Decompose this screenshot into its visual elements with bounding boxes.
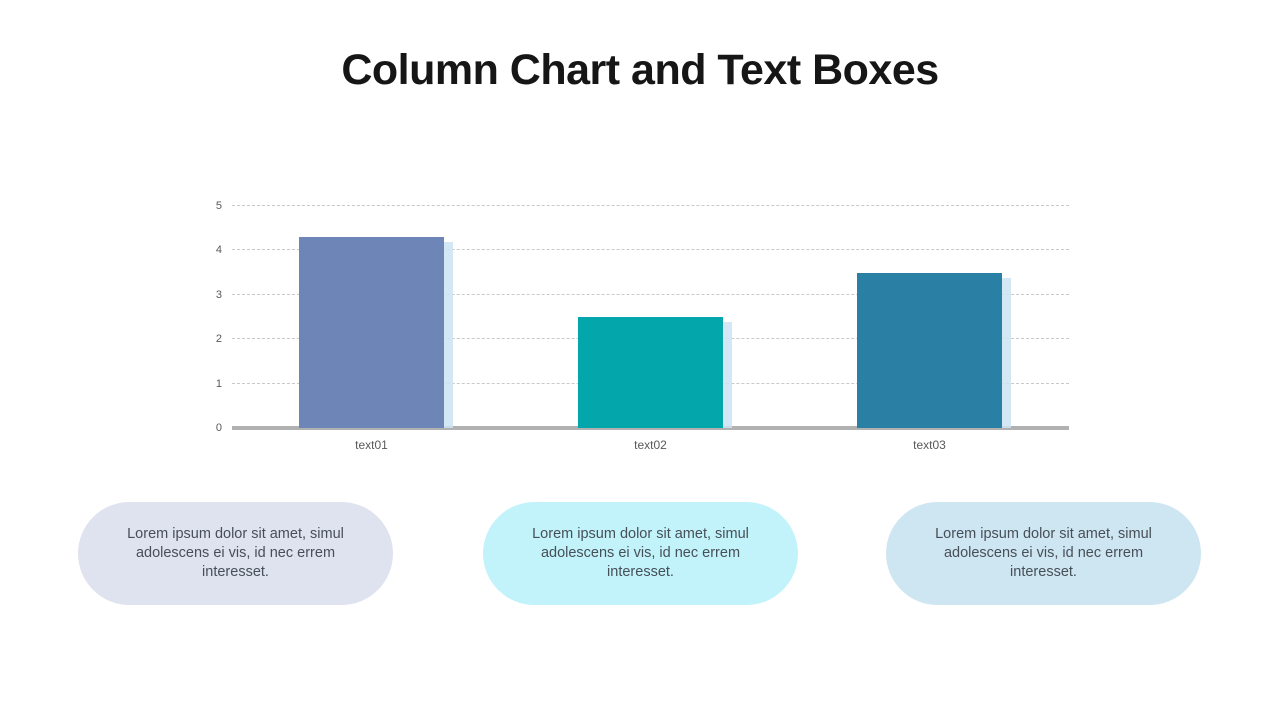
text-box-3-text: Lorem ipsum dolor sit amet, simul adoles… <box>935 526 1152 580</box>
x-axis-label-text01: text01 <box>355 438 388 452</box>
x-axis-line <box>232 426 1069 430</box>
text-box-1-text: Lorem ipsum dolor sit amet, simul adoles… <box>127 526 344 580</box>
x-axis-label-text02: text02 <box>634 438 667 452</box>
bar-text03 <box>857 272 1011 428</box>
y-axis-label-2: 2 <box>215 333 222 346</box>
bar-side-shadow <box>444 242 453 428</box>
column-chart: 0 1 2 3 4 5 text01 text02 text03 <box>216 200 1069 452</box>
y-axis-label-3: 3 <box>215 288 222 301</box>
text-box-2: Lorem ipsum dolor sit amet, simul adoles… <box>483 502 798 605</box>
bar-side-shadow <box>1002 277 1011 428</box>
x-axis-label-text03: text03 <box>913 438 946 452</box>
bar-side-shadow <box>723 322 732 428</box>
text-box-2-text: Lorem ipsum dolor sit amet, simul adoles… <box>532 526 749 580</box>
y-axis-label-5: 5 <box>215 200 222 212</box>
text-box-3: Lorem ipsum dolor sit amet, simul adoles… <box>886 502 1201 605</box>
bar-text02 <box>578 317 732 428</box>
y-axis-label-1: 1 <box>215 377 222 390</box>
text-box-1: Lorem ipsum dolor sit amet, simul adoles… <box>78 502 393 605</box>
y-axis-label-0: 0 <box>215 422 222 434</box>
y-axis-label-4: 4 <box>215 244 222 257</box>
bar-text01 <box>299 237 453 428</box>
gridline-4 <box>232 249 1069 251</box>
gridline-3 <box>232 293 1069 295</box>
plot-area: 0 1 2 3 4 5 text01 text02 text03 <box>216 200 1069 452</box>
gridline-5 <box>232 205 1069 206</box>
page-title: Column Chart and Text Boxes <box>341 46 939 94</box>
